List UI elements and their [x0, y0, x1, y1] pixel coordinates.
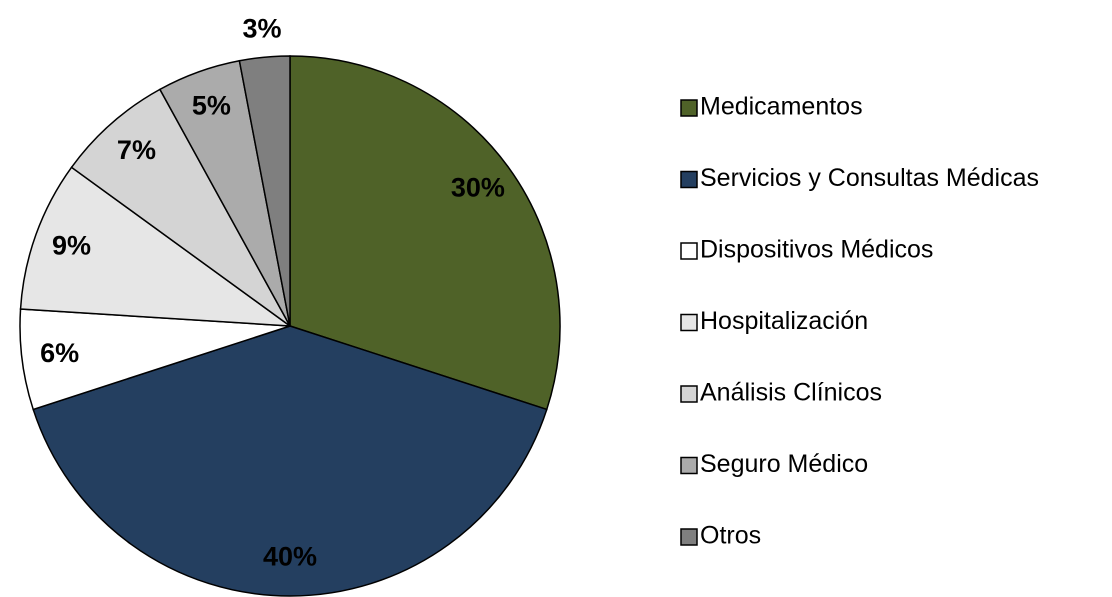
legend-label: Hospitalización [700, 307, 868, 335]
pie-slice [32, 325, 548, 597]
legend-swatch [680, 170, 698, 189]
legend-label: Dispositivos Médicos [700, 236, 933, 264]
legend-swatch [680, 385, 698, 403]
legend-label: Servicios y Consultas Médicas [700, 164, 1039, 192]
pie-slice [289, 55, 561, 411]
pie-slice [19, 166, 293, 327]
data-label: 9% [52, 230, 91, 260]
legend-label: Análisis Clínicos [700, 379, 882, 407]
legend-label: Seguro Médico [700, 450, 868, 478]
pie-slice [238, 55, 291, 327]
legend-swatch [680, 528, 698, 546]
data-label: 6% [40, 338, 79, 368]
legend-swatch [680, 313, 698, 332]
data-label: 40% [263, 541, 317, 571]
legend-label: Otros [700, 522, 761, 550]
legend-label: Medicamentos [700, 93, 863, 121]
data-label: 30% [451, 173, 505, 203]
data-label: 3% [243, 13, 282, 43]
data-label: 7% [117, 135, 156, 165]
data-label: 5% [192, 91, 231, 121]
pie-slice [70, 88, 291, 327]
legend-swatch [680, 99, 698, 117]
legend-swatch [680, 456, 698, 475]
legend-swatch [680, 242, 698, 260]
